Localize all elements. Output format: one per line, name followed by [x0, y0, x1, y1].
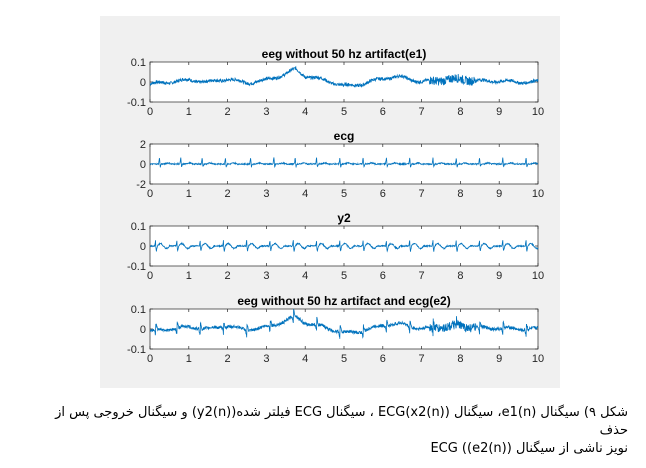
x-tick-label: 4 — [302, 188, 308, 200]
x-tick-label: 1 — [186, 106, 192, 118]
x-tick-label: 2 — [225, 270, 231, 282]
x-tick-label: 3 — [263, 106, 269, 118]
y-tick-label: -0.1 — [127, 97, 146, 109]
x-tick-label: 4 — [302, 353, 308, 365]
y-tick-label: 0.1 — [131, 221, 146, 233]
axes-box — [149, 61, 539, 103]
x-tick-label: 7 — [419, 106, 425, 118]
x-tick-label: 1 — [186, 353, 192, 365]
x-tick-label: 3 — [263, 188, 269, 200]
chart-title: eeg without 50 hz artifact and ecg(e2) — [237, 294, 450, 308]
x-tick-label: 10 — [532, 353, 544, 365]
x-tick-label: 5 — [341, 353, 347, 365]
x-tick-label: 3 — [263, 353, 269, 365]
x-tick-label: 6 — [380, 106, 386, 118]
chart-title: y2 — [337, 211, 351, 225]
series-line — [149, 240, 539, 253]
y-tick-label: 2 — [140, 139, 146, 151]
series-line — [149, 65, 539, 88]
y-tick-label: 0 — [140, 324, 146, 336]
axes-box — [149, 308, 539, 350]
x-tick-label: 8 — [457, 106, 463, 118]
x-tick-label: 0 — [147, 106, 153, 118]
x-tick-label: 8 — [457, 270, 463, 282]
caption-line-2: نویز ناشی از سیگنال ECG ((e2(n)) — [430, 441, 628, 456]
series-line — [149, 157, 539, 169]
x-tick-label: 9 — [496, 353, 502, 365]
x-tick-label: 8 — [457, 188, 463, 200]
x-tick-label: 9 — [496, 106, 502, 118]
x-tick-label: 5 — [341, 188, 347, 200]
chart-title: ecg — [334, 129, 355, 143]
x-tick-label: 6 — [380, 353, 386, 365]
panel-4: eeg without 50 hz artifact and ecg(e2) 0 1… — [127, 294, 544, 365]
x-tick-label: 3 — [263, 270, 269, 282]
x-tick-label: 10 — [532, 188, 544, 200]
x-tick-label: 0 — [147, 188, 153, 200]
x-tick-label: 7 — [419, 270, 425, 282]
y-tick-label: -2 — [136, 179, 146, 191]
x-tick-label: 0 — [147, 353, 153, 365]
x-tick-label: 8 — [457, 353, 463, 365]
y-tick-label: 0.1 — [131, 304, 146, 316]
y-tick-label: 0 — [140, 77, 146, 89]
x-tick-label: 10 — [532, 106, 544, 118]
y-tick-label: 0 — [140, 159, 146, 171]
x-tick-label: 9 — [496, 270, 502, 282]
series-line — [149, 309, 539, 339]
y-tick-label: 0 — [140, 241, 146, 253]
x-tick-label: 7 — [419, 188, 425, 200]
y-tick-label: 0.1 — [131, 57, 146, 69]
y-tick-label: -0.1 — [127, 344, 146, 356]
x-tick-label: 7 — [419, 353, 425, 365]
x-tick-label: 6 — [380, 270, 386, 282]
caption-line-1: شکل ۹) سیگنال (e1(n، سیگنال ECG(x2(n)) ،… — [55, 405, 628, 438]
x-tick-label: 2 — [225, 188, 231, 200]
x-tick-label: 1 — [186, 188, 192, 200]
x-tick-label: 5 — [341, 270, 347, 282]
x-tick-label: 9 — [496, 188, 502, 200]
x-tick-label: 1 — [186, 270, 192, 282]
x-tick-label: 6 — [380, 188, 386, 200]
x-tick-label: 2 — [225, 353, 231, 365]
x-tick-label: 2 — [225, 106, 231, 118]
x-tick-label: 4 — [302, 106, 308, 118]
panel-3: y20 1 2 3 4 5 6 7 8 9 100.10-0.1 — [127, 211, 544, 282]
panel-1: eeg without 50 hz artifact(e1) 0 1 2 3 4 5 6 7 8 9… — [127, 47, 544, 118]
x-tick-label: 4 — [302, 270, 308, 282]
x-tick-label: 0 — [147, 270, 153, 282]
x-tick-label: 5 — [341, 106, 347, 118]
y-tick-label: -0.1 — [127, 261, 146, 273]
x-tick-label: 10 — [532, 270, 544, 282]
chart-title: eeg without 50 hz artifact(e1) — [262, 47, 427, 61]
